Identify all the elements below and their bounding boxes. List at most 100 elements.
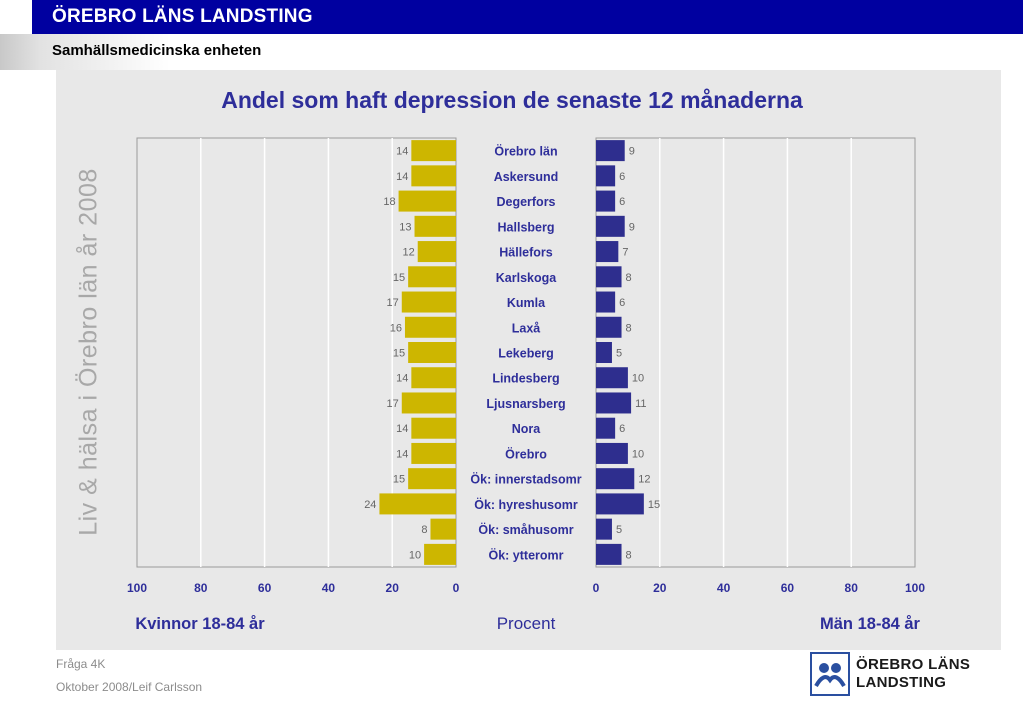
women-value-label: 15 — [393, 348, 405, 360]
women-value-label: 14 — [396, 373, 408, 385]
department-title: Samhällsmedicinska enheten — [52, 42, 262, 59]
men-value-label: 8 — [626, 322, 632, 334]
women-value-label: 17 — [387, 297, 399, 309]
right-tick-label: 20 — [653, 581, 667, 595]
left-tick-label: 40 — [322, 581, 336, 595]
women-bar — [401, 392, 456, 414]
category-label: Askersund — [494, 170, 559, 184]
men-bar — [596, 442, 628, 464]
men-value-label: 6 — [619, 171, 625, 183]
logo-emblem-icon — [810, 652, 850, 696]
right-tick-label: 0 — [593, 581, 600, 595]
men-bar — [596, 140, 625, 162]
women-bar — [411, 367, 456, 389]
men-bar — [596, 165, 616, 187]
subheader-bar: Samhällsmedicinska enheten — [0, 34, 1023, 70]
men-value-label: 6 — [619, 196, 625, 208]
women-value-label: 18 — [383, 196, 395, 208]
men-bar — [596, 417, 616, 439]
left-tick-label: 20 — [386, 581, 400, 595]
men-bar — [596, 190, 616, 212]
women-bar — [398, 190, 456, 212]
women-bar — [414, 215, 456, 237]
women-series-label: Kvinnor 18-84 år — [135, 615, 265, 633]
logo: ÖREBRO LÄNS LANDSTING — [810, 652, 975, 698]
women-bar — [379, 493, 456, 515]
category-label: Lekeberg — [498, 347, 554, 361]
women-value-label: 14 — [396, 448, 408, 460]
category-label: Laxå — [512, 321, 541, 335]
women-value-label: 12 — [402, 247, 414, 259]
men-bar — [596, 266, 622, 288]
women-value-label: 14 — [396, 423, 408, 435]
footer-author: Oktober 2008/Leif Carlsson — [56, 680, 203, 694]
men-bar — [596, 367, 628, 389]
right-tick-label: 40 — [717, 581, 731, 595]
category-label: Ök: hyreshusomr — [474, 497, 578, 512]
logo-line1: ÖREBRO LÄNS — [856, 656, 971, 673]
left-tick-label: 0 — [453, 581, 460, 595]
category-label: Hallsberg — [498, 220, 555, 234]
men-bar — [596, 342, 612, 363]
men-value-label: 11 — [635, 398, 646, 410]
women-value-label: 10 — [409, 549, 421, 561]
women-value-label: 13 — [399, 221, 411, 233]
men-value-label: 7 — [622, 247, 628, 259]
category-label: Örebro — [505, 446, 547, 461]
category-label: Kumla — [507, 296, 546, 310]
category-label: Ök: småhusomr — [478, 522, 573, 537]
men-bar — [596, 316, 622, 338]
men-bar — [596, 241, 619, 263]
women-value-label: 24 — [364, 499, 376, 511]
women-bar — [411, 165, 456, 187]
x-axis-label: Procent — [497, 614, 556, 633]
category-label: Ök: ytteromr — [488, 547, 563, 562]
header-bar: ÖREBRO LÄNS LANDSTING — [32, 0, 1023, 34]
men-value-label: 10 — [632, 373, 644, 385]
women-bar — [408, 468, 456, 490]
men-value-label: 5 — [616, 348, 622, 360]
men-value-label: 9 — [629, 146, 635, 158]
category-label: Hällefors — [499, 246, 553, 260]
men-value-label: 12 — [638, 474, 650, 486]
men-value-label: 6 — [619, 423, 625, 435]
category-label: Nora — [512, 422, 542, 436]
women-value-label: 8 — [421, 524, 427, 536]
women-bar — [411, 442, 456, 464]
category-label: Örebro län — [494, 144, 557, 159]
men-bar — [596, 291, 616, 313]
category-label: Lindesberg — [492, 372, 559, 386]
women-bar — [408, 266, 456, 288]
men-bar — [596, 493, 644, 515]
left-tick-label: 100 — [127, 581, 147, 595]
women-bar — [424, 543, 456, 565]
men-series-label: Män 18-84 år — [820, 615, 921, 633]
men-bar — [596, 543, 622, 565]
men-value-label: 8 — [626, 549, 632, 561]
women-value-label: 17 — [387, 398, 399, 410]
category-label: Ljusnarsberg — [486, 397, 565, 411]
women-bar — [411, 140, 456, 162]
men-value-label: 15 — [648, 499, 660, 511]
category-label: Karlskoga — [496, 271, 557, 285]
men-bar — [596, 468, 635, 490]
women-bar — [417, 241, 456, 263]
men-value-label: 6 — [619, 297, 625, 309]
women-value-label: 14 — [396, 146, 408, 158]
women-value-label: 16 — [390, 322, 402, 334]
chart-title: Andel som haft depression de senaste 12 … — [221, 87, 803, 113]
right-plot-area — [595, 137, 916, 568]
men-value-label: 5 — [616, 524, 622, 536]
women-bar — [404, 316, 456, 338]
women-bar — [401, 291, 456, 313]
women-bar — [430, 518, 456, 540]
right-tick-label: 80 — [845, 581, 859, 595]
women-value-label: 15 — [393, 272, 405, 284]
men-value-label: 9 — [629, 221, 635, 233]
men-bar — [596, 392, 632, 414]
logo-line2: LANDSTING — [856, 674, 947, 691]
category-label: Degerfors — [496, 195, 555, 209]
women-bar — [411, 417, 456, 439]
men-bar — [596, 518, 612, 540]
